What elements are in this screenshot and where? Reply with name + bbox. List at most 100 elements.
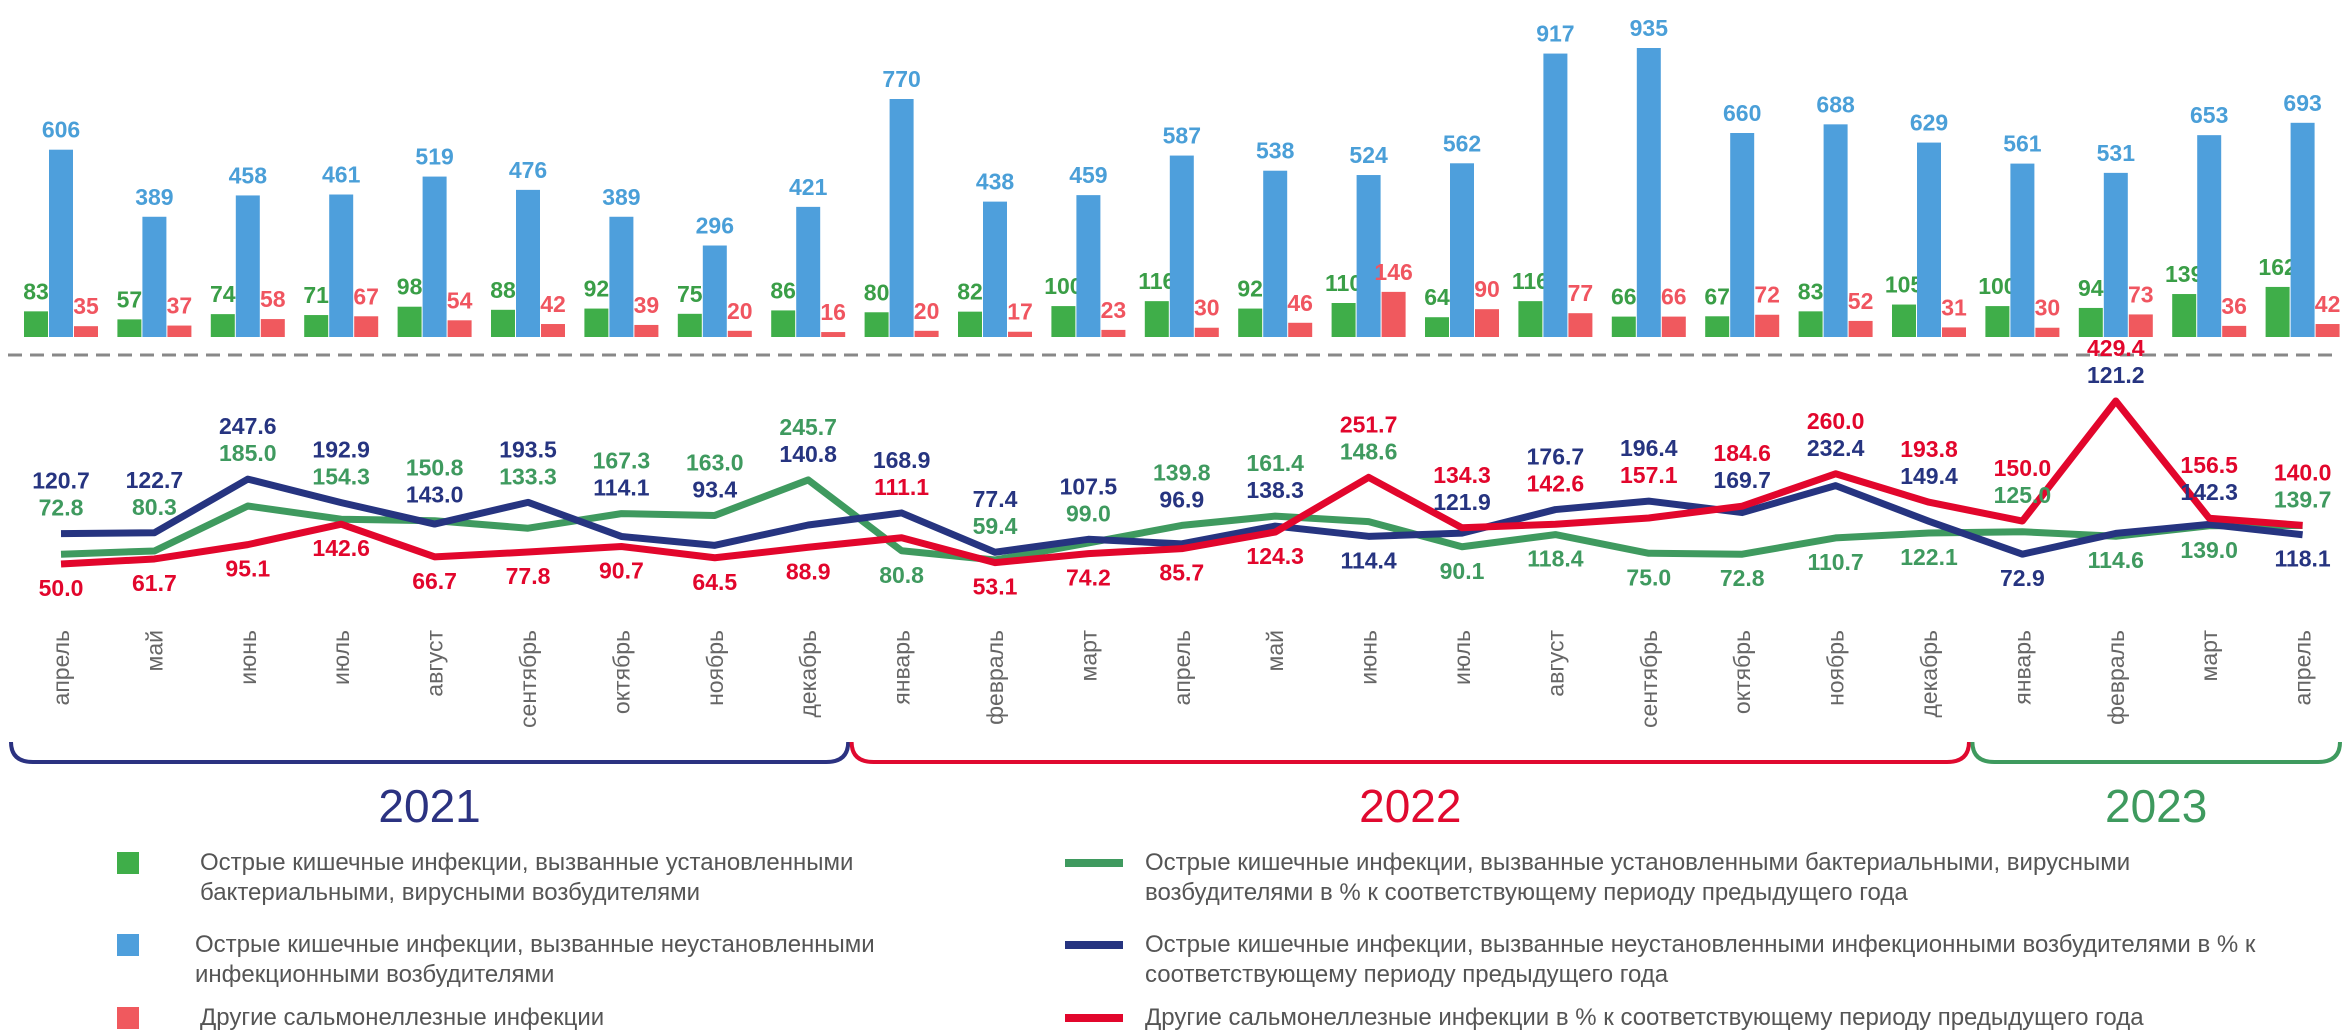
line-value-label: 122.1: [1900, 544, 1958, 570]
bar: [1101, 329, 1126, 337]
bar-value-label: 476: [509, 157, 547, 183]
bar-value-label: 162: [2258, 254, 2296, 280]
x-tick-label: август: [422, 630, 448, 697]
bar: [49, 149, 73, 337]
bar: [2222, 325, 2247, 337]
bar-value-label: 42: [2315, 291, 2341, 317]
bar-value-label: 94: [2078, 275, 2104, 301]
bar: [796, 206, 821, 337]
bar-value-label: 561: [2003, 131, 2042, 157]
x-tick-label: март: [2196, 630, 2222, 682]
bar: [983, 201, 1007, 337]
x-tick-label: сентябрь: [1636, 630, 1662, 728]
bar-value-label: 459: [1069, 162, 1107, 188]
line-value-label: 80.3: [132, 494, 177, 520]
bar-value-label: 67: [353, 283, 379, 309]
line-value-label: 96.9: [1159, 486, 1204, 512]
line-value-label: 185.0: [219, 440, 277, 466]
bar-value-label: 83: [1798, 278, 1824, 304]
bar-value-label: 30: [2035, 295, 2061, 321]
x-tick-label: январь: [2009, 630, 2035, 705]
bar: [541, 324, 565, 337]
bar-value-label: 139: [2165, 261, 2203, 287]
bar-value-label: 458: [229, 162, 268, 188]
bar: [1661, 316, 1686, 337]
x-tick-label: октябрь: [1729, 630, 1755, 714]
x-tick-label: май: [141, 630, 167, 671]
x-tick-label: декабрь: [1916, 630, 1942, 718]
bar: [1543, 53, 1568, 338]
line-value-label: 149.4: [1900, 463, 1958, 489]
line-value-label: 142.6: [1527, 471, 1585, 497]
bar-value-label: 653: [2190, 102, 2228, 128]
x-tick-label: август: [1542, 630, 1568, 697]
bar: [1051, 306, 1076, 337]
bar: [1425, 317, 1449, 337]
x-tick-label: июль: [328, 630, 354, 685]
bar: [1518, 301, 1543, 337]
bar: [1238, 308, 1263, 337]
bar-value-label: 37: [167, 293, 193, 319]
bar-value-label: 98: [397, 274, 423, 300]
bar: [1381, 291, 1406, 337]
bar-value-label: 92: [584, 276, 610, 302]
year-label: 2023: [2105, 780, 2207, 832]
year-label: 2022: [1359, 780, 1461, 832]
bar-value-label: 42: [540, 291, 566, 317]
bar: [2265, 286, 2290, 337]
line-value-label: 125.0: [1994, 482, 2052, 508]
line-value-label: 143.0: [406, 482, 464, 508]
bar: [821, 332, 846, 337]
x-tick-label: февраль: [2103, 630, 2129, 725]
bar: [1288, 322, 1313, 337]
line-value-label: 148.6: [1340, 438, 1398, 464]
line-value-label: 107.5: [1060, 473, 1118, 499]
line-value-label: 176.7: [1527, 444, 1585, 470]
bar-value-label: 67: [1704, 283, 1730, 309]
bar-value-label: 110: [1325, 270, 1362, 296]
line-value-label: 118.4: [1527, 546, 1583, 572]
line-value-label: 150.0: [1994, 455, 2052, 481]
bar-value-label: 389: [602, 184, 640, 210]
bar-value-label: 54: [447, 287, 473, 313]
bar: [354, 316, 379, 337]
line-value-label: 134.3: [1433, 462, 1491, 488]
bar: [2035, 327, 2060, 337]
line-value-label: 77.8: [506, 563, 551, 589]
bar: [142, 216, 167, 337]
bar: [1705, 316, 1730, 337]
bar-value-label: 66: [1661, 284, 1687, 310]
line-value-label: 124.3: [1246, 543, 1304, 569]
bar-value-label: 66: [1611, 284, 1637, 310]
bar-value-label: 688: [1816, 91, 1855, 117]
bar-value-label: 116: [1138, 268, 1175, 294]
bar: [1450, 163, 1474, 337]
bar: [1892, 304, 1916, 337]
x-tick-label: декабрь: [795, 630, 821, 718]
bar-value-label: 16: [820, 299, 846, 325]
legend-label: Острые кишечные инфекции, вызванные неус…: [195, 931, 875, 988]
bar-value-label: 146: [1374, 259, 1412, 285]
line-value-label: 75.0: [1626, 564, 1671, 590]
line-value-label: 72.8: [39, 495, 84, 521]
line-value-label: 196.4: [1620, 435, 1678, 461]
bar: [1144, 301, 1169, 337]
bar-value-label: 461: [322, 162, 361, 188]
line-value-label: 66.7: [412, 568, 457, 594]
bar-value-label: 23: [1101, 297, 1127, 323]
bar: [2103, 172, 2128, 337]
bar-value-label: 75: [677, 281, 703, 307]
bar: [1475, 309, 1499, 337]
bar-value-label: 100: [1978, 273, 2016, 299]
bar: [74, 326, 98, 337]
bar: [1356, 175, 1381, 337]
line-value-label: 139.7: [2274, 486, 2332, 512]
line-value-label: 120.7: [32, 468, 90, 494]
bar: [1942, 327, 1966, 337]
bar-value-label: 629: [1910, 110, 1948, 136]
bar: [1263, 170, 1288, 337]
bar-value-label: 519: [415, 144, 453, 170]
year-label: 2021: [378, 780, 480, 832]
line-value-label: 184.6: [1713, 440, 1771, 466]
bar-value-label: 71: [303, 282, 329, 308]
